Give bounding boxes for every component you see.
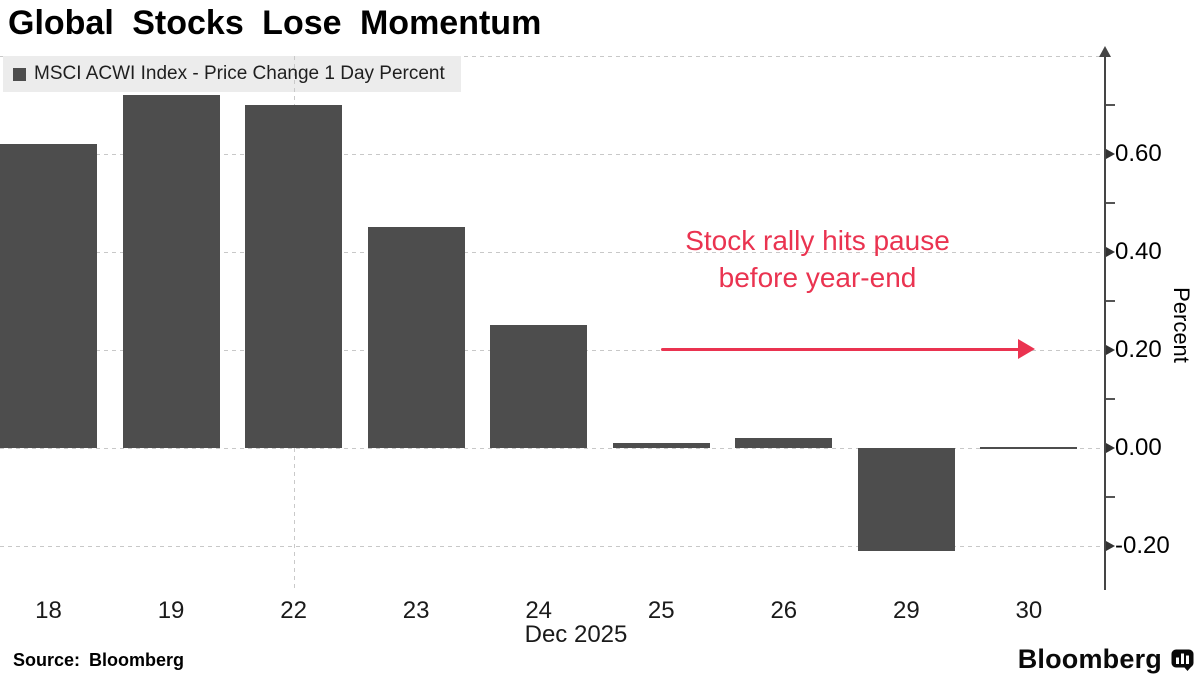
gridline-0.60 bbox=[0, 153, 1105, 155]
y-tick-minor bbox=[1106, 397, 1115, 400]
x-tick-label-23: 23 bbox=[402, 597, 430, 624]
gridline-0.80 bbox=[0, 56, 1105, 57]
x-tick-label-26: 26 bbox=[770, 597, 798, 624]
bloomberg-brand: Bloomberg bbox=[1018, 644, 1194, 675]
x-tick-label-22: 22 bbox=[280, 597, 307, 624]
x-tick-label-24: 24 bbox=[525, 597, 553, 624]
x-axis-month-label: Dec 2025 bbox=[524, 621, 628, 648]
y-axis-unit-label: Percent bbox=[1169, 287, 1194, 364]
y-tick-arrow-icon--0.20 bbox=[1106, 540, 1115, 551]
bar-dec-26 bbox=[735, 438, 833, 448]
y-tick-label--0.20: -0.20 bbox=[1115, 531, 1170, 559]
y-tick-label-0.60: 0.60 bbox=[1115, 139, 1162, 167]
y-tick-minor bbox=[1106, 495, 1115, 498]
page-title: Global Stocks Lose Momentum bbox=[8, 4, 542, 42]
bloomberg-logo-text: Bloomberg bbox=[1017, 644, 1162, 674]
y-axis-arrow-up-icon bbox=[1099, 46, 1111, 57]
bar-dec-30 bbox=[980, 446, 1078, 449]
y-tick-arrow-icon-0.60 bbox=[1106, 148, 1115, 159]
bar-dec-25 bbox=[612, 443, 710, 448]
gridline--0.20 bbox=[0, 545, 1105, 547]
gridline-0.40 bbox=[0, 251, 1105, 253]
x-tick-label-18: 18 bbox=[35, 597, 62, 624]
x-tick-label-19: 19 bbox=[157, 597, 185, 624]
annotation-arrow-shaft bbox=[661, 348, 1021, 351]
y-tick-label-0.40: 0.40 bbox=[1115, 237, 1162, 265]
y-tick-label-0.00: 0.00 bbox=[1115, 433, 1162, 461]
bar-dec-29 bbox=[857, 447, 955, 551]
source-attribution: Source: Bloomberg bbox=[13, 650, 185, 670]
x-tick-label-25: 25 bbox=[647, 597, 675, 624]
gridline-0.00 bbox=[0, 447, 1105, 449]
y-tick-arrow-icon-0.40 bbox=[1106, 246, 1115, 257]
annotation-line-1: Stock rally hits pause bbox=[685, 225, 950, 256]
chart-legend: MSCI ACWI Index - Price Change 1 Day Per… bbox=[3, 56, 461, 92]
legend-series-label: MSCI ACWI Index - Price Change 1 Day Per… bbox=[34, 63, 445, 84]
annotation-line-2: before year-end bbox=[718, 262, 917, 293]
x-tick-label-30: 30 bbox=[1015, 597, 1043, 624]
bar-dec-24 bbox=[490, 325, 588, 448]
y-tick-minor bbox=[1106, 201, 1115, 204]
y-tick-label-0.20: 0.20 bbox=[1115, 335, 1162, 363]
legend-swatch-icon bbox=[13, 67, 26, 81]
x-tick-label-29: 29 bbox=[892, 597, 920, 624]
y-tick-minor bbox=[1106, 103, 1115, 106]
bar-dec-19 bbox=[122, 95, 220, 448]
bloomberg-chart-bubble-icon bbox=[1171, 649, 1194, 671]
bar-dec-23 bbox=[367, 227, 465, 448]
y-tick-arrow-icon-0.20 bbox=[1106, 344, 1115, 355]
y-axis-line bbox=[1104, 52, 1106, 590]
y-tick-arrow-icon-0.00 bbox=[1106, 442, 1115, 453]
bar-dec-18 bbox=[0, 144, 97, 448]
chart-annotation-text: Stock rally hits pause before year-end bbox=[600, 222, 1035, 296]
y-tick-minor bbox=[1106, 299, 1115, 302]
bar-dec-22 bbox=[245, 104, 343, 448]
annotation-arrow-icon bbox=[1018, 339, 1035, 359]
